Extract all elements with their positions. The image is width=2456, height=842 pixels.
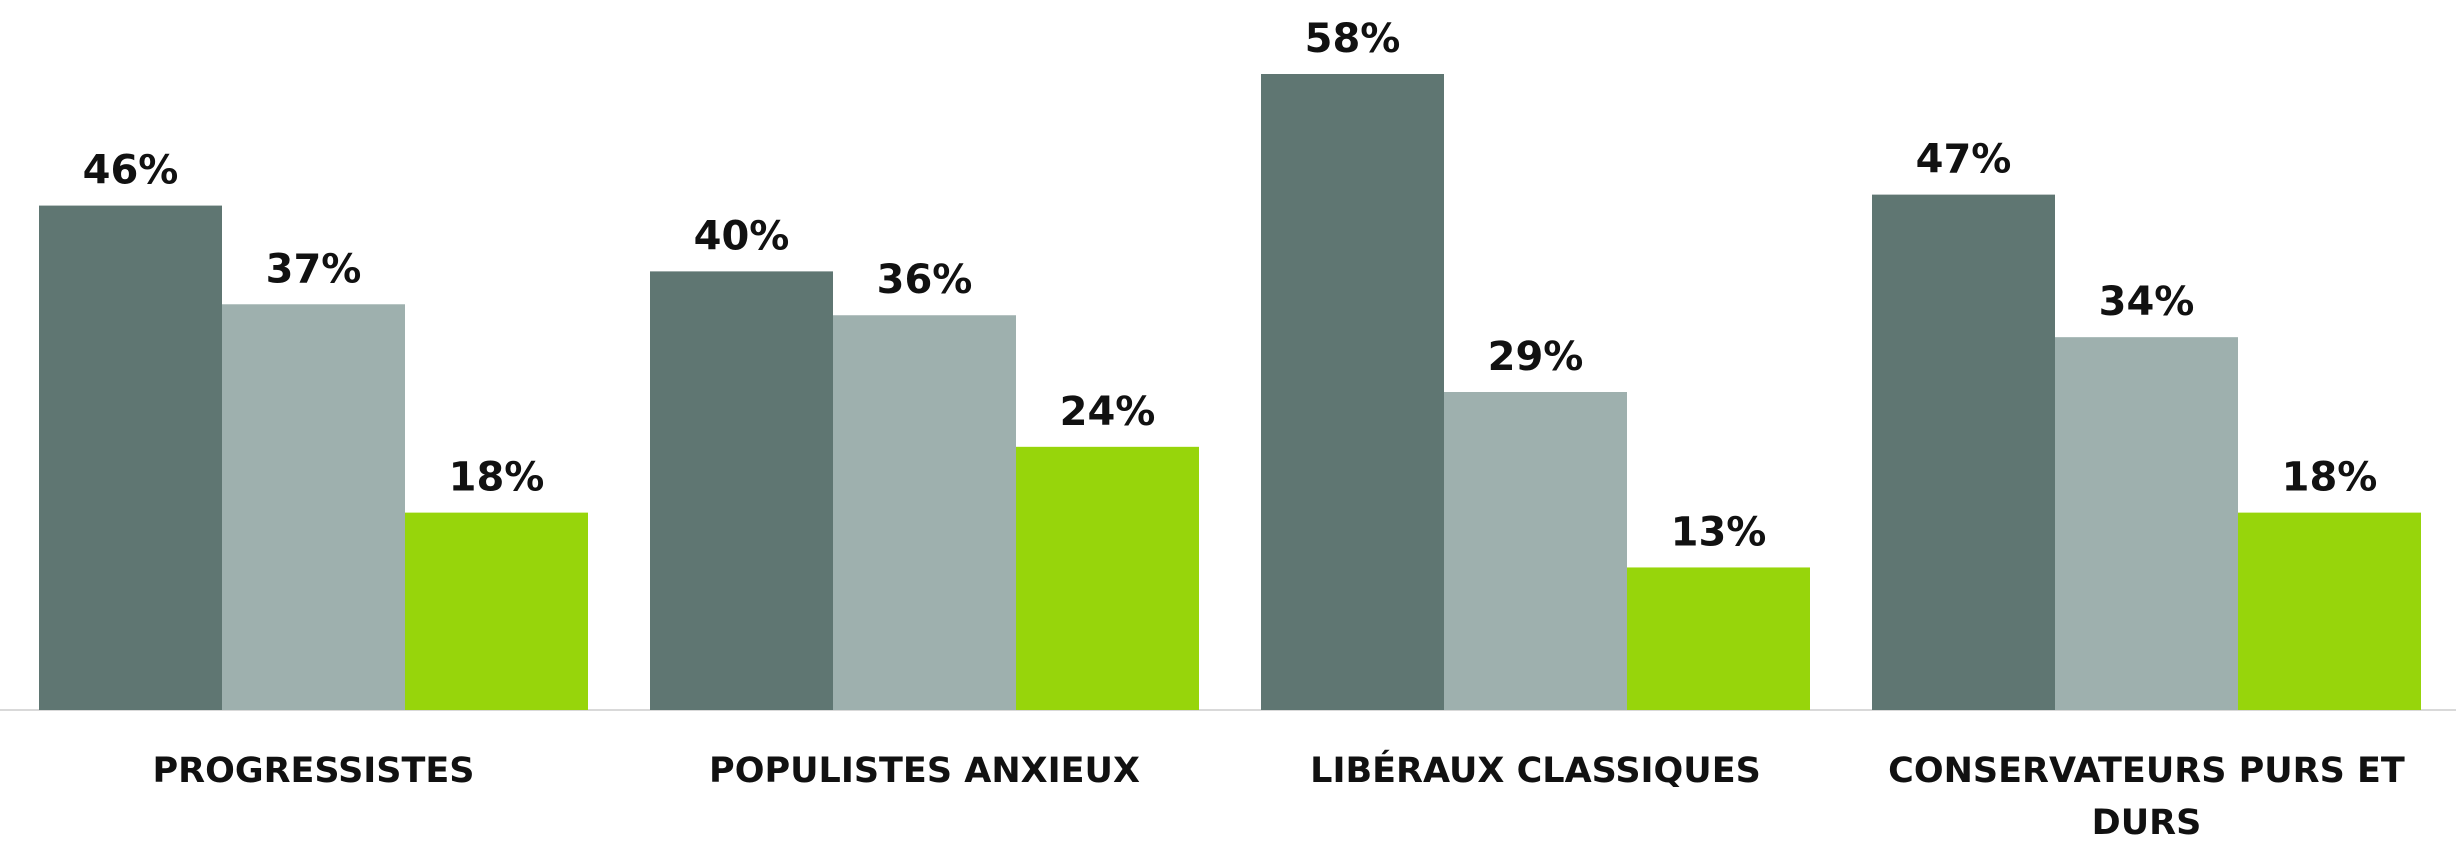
- value-label: 58%: [1305, 16, 1401, 62]
- value-label: 36%: [877, 257, 973, 303]
- bar: [1444, 392, 1627, 710]
- value-label: 46%: [83, 148, 179, 194]
- category-label: PROGRESSISTES: [152, 751, 474, 791]
- bar: [1261, 74, 1444, 710]
- category-label: POPULISTES ANXIEUX: [709, 751, 1140, 791]
- category-label: LIBÉRAUX CLASSIQUES: [1310, 749, 1761, 791]
- bar: [405, 512, 588, 710]
- bar: [1016, 446, 1199, 710]
- bar: [1872, 194, 2055, 710]
- bar: [2055, 337, 2238, 710]
- value-label: 34%: [2099, 279, 2195, 325]
- bar: [650, 271, 833, 710]
- value-label: 29%: [1488, 334, 1584, 380]
- bar: [222, 304, 405, 710]
- bar: [2238, 512, 2421, 710]
- value-label: 47%: [1916, 137, 2012, 183]
- value-label: 13%: [1671, 509, 1767, 555]
- bar: [39, 205, 222, 710]
- value-label: 18%: [449, 455, 545, 501]
- value-label: 24%: [1060, 389, 1156, 435]
- bar: [833, 315, 1016, 710]
- bar: [1627, 567, 1810, 710]
- value-label: 40%: [694, 213, 790, 259]
- value-label: 18%: [2282, 455, 2378, 501]
- category-label: CONSERVATEURS PURS ET DURS: [1888, 751, 2405, 842]
- value-label: 37%: [266, 246, 362, 292]
